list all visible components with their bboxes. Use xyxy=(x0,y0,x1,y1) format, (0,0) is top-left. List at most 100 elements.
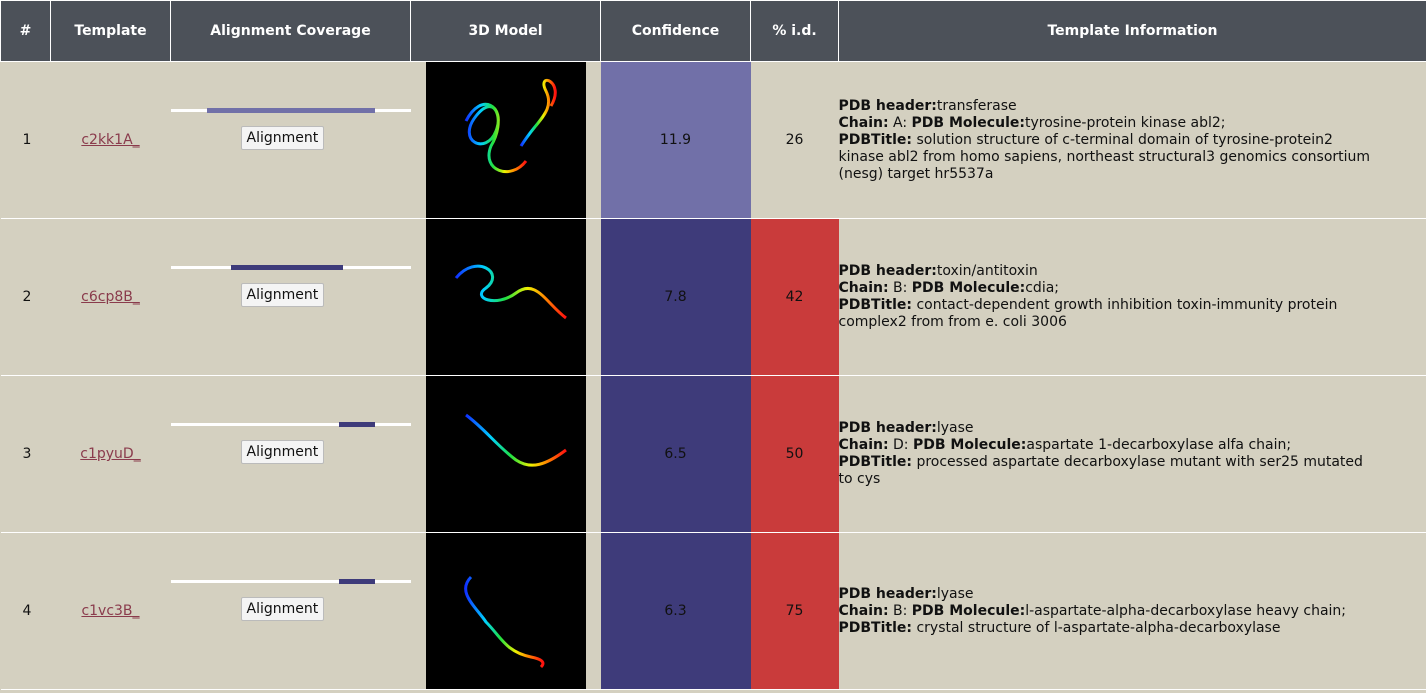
column-header: Template Information xyxy=(839,1,1426,62)
alignment-button[interactable]: Alignment xyxy=(241,126,325,150)
template-cell: c1vc3B_ xyxy=(51,533,171,690)
alignment-button[interactable]: Alignment xyxy=(241,283,325,307)
confidence: 7.8 xyxy=(601,219,751,376)
coverage-bar xyxy=(339,579,375,584)
template-link[interactable]: c1vc3B_ xyxy=(81,603,139,619)
chain: D: xyxy=(893,437,909,453)
coverage-bar xyxy=(207,108,375,113)
info-label: PDB header: xyxy=(839,420,937,436)
pdb-title: crystal structure of l-aspartate-alpha-d… xyxy=(916,620,1280,636)
pdb-title: solution structure of c-terminal domain … xyxy=(839,132,1371,182)
coverage-cell: Alignment xyxy=(171,62,411,219)
alignment-button[interactable]: Alignment xyxy=(241,440,325,464)
rank: 1 xyxy=(1,62,51,219)
model-image xyxy=(426,532,586,690)
body: #TemplateAlignment Coverage3D ModelConfi… xyxy=(0,0,1426,693)
confidence: 6.5 xyxy=(601,376,751,533)
pdb-header: toxin/antitoxin xyxy=(937,263,1038,279)
coverage-cell: Alignment xyxy=(171,376,411,533)
model-cell xyxy=(411,219,601,376)
model-cell xyxy=(411,376,601,533)
info-label: Chain: xyxy=(839,437,889,453)
pdb-title: processed aspartate decarboxylase mutant… xyxy=(839,454,1363,487)
template-cell: c1pyuD_ xyxy=(51,376,171,533)
pdb-header: transferase xyxy=(937,98,1017,114)
model-ribbon xyxy=(456,266,566,318)
rank: 4 xyxy=(1,533,51,690)
coverage: Alignment xyxy=(171,533,411,689)
info-label: PDB header: xyxy=(839,586,937,602)
model-image xyxy=(426,61,586,219)
confidence: 11.9 xyxy=(601,62,751,219)
pdb-title: contact-dependent growth inhibition toxi… xyxy=(839,297,1338,330)
model-cell xyxy=(411,533,601,690)
identity: 75 xyxy=(751,533,839,690)
template-link[interactable]: c6cp8B_ xyxy=(81,289,140,305)
info-label: Chain: xyxy=(839,115,889,131)
model-cell xyxy=(411,62,601,219)
info-label: PDBTitle: xyxy=(839,297,913,313)
pdb-molecule: tyrosine-protein kinase abl2; xyxy=(1025,115,1226,131)
rank: 3 xyxy=(1,376,51,533)
pdb-molecule: l-aspartate-alpha-decarboxylase heavy ch… xyxy=(1025,603,1346,619)
template-info: PDB header:transferase Chain: A: PDB Mole… xyxy=(839,62,1426,219)
pdb-header: lyase xyxy=(937,420,974,436)
model-ribbon xyxy=(465,577,542,667)
template-link[interactable]: c2kk1A_ xyxy=(81,132,139,148)
template-info: PDB header:lyase Chain: B: PDB Molecule:l… xyxy=(839,533,1426,690)
info-label: PDB Molecule: xyxy=(912,280,1025,296)
coverage: Alignment xyxy=(171,219,411,375)
template-cell: c6cp8B_ xyxy=(51,219,171,376)
model-ribbon xyxy=(521,80,555,146)
column-header: Alignment Coverage xyxy=(171,1,411,62)
coverage-bar xyxy=(231,265,344,270)
info-text: PDB header:lyase Chain: B: PDB Molecule:l… xyxy=(839,586,1377,637)
model-image xyxy=(426,218,586,376)
confidence: 6.3 xyxy=(601,533,751,690)
alignment-button[interactable]: Alignment xyxy=(241,597,325,621)
column-header: Template xyxy=(51,1,171,62)
model-ribbon xyxy=(466,415,566,465)
model-image xyxy=(426,375,586,533)
info-label: PDB Molecule: xyxy=(912,115,1025,131)
column-header: Confidence xyxy=(601,1,751,62)
results-table: #TemplateAlignment Coverage3D ModelConfi… xyxy=(0,0,1426,690)
coverage-cell: Alignment xyxy=(171,533,411,690)
coverage-cell: Alignment xyxy=(171,219,411,376)
info-text: PDB header:transferase Chain: A: PDB Mole… xyxy=(839,98,1377,183)
template-cell: c2kk1A_ xyxy=(51,62,171,219)
info-label: PDBTitle: xyxy=(839,132,913,148)
page: Templates html, body { margin: 0; paddin… xyxy=(0,0,1426,693)
info-label: PDB Molecule: xyxy=(912,603,1025,619)
info-label: PDBTitle: xyxy=(839,620,913,636)
info-label: Chain: xyxy=(839,603,889,619)
info-label: PDB header: xyxy=(839,98,937,114)
info-label: PDB Molecule: xyxy=(913,437,1026,453)
identity: 42 xyxy=(751,219,839,376)
column-header: # xyxy=(1,1,51,62)
column-header: 3D Model xyxy=(411,1,601,62)
template-link[interactable]: c1pyuD_ xyxy=(80,446,140,462)
info-label: PDB header: xyxy=(839,263,937,279)
identity: 26 xyxy=(751,62,839,219)
info-label: PDBTitle: xyxy=(839,454,913,470)
chain: B: xyxy=(893,280,907,296)
column-header: % i.d. xyxy=(751,1,839,62)
coverage-line xyxy=(171,580,411,583)
chain: B: xyxy=(893,603,907,619)
coverage-bar xyxy=(339,422,375,427)
rank: 2 xyxy=(1,219,51,376)
pdb-header: lyase xyxy=(937,586,974,602)
coverage-line xyxy=(171,423,411,426)
model-ribbon xyxy=(466,104,526,171)
chain: A: xyxy=(893,115,907,131)
